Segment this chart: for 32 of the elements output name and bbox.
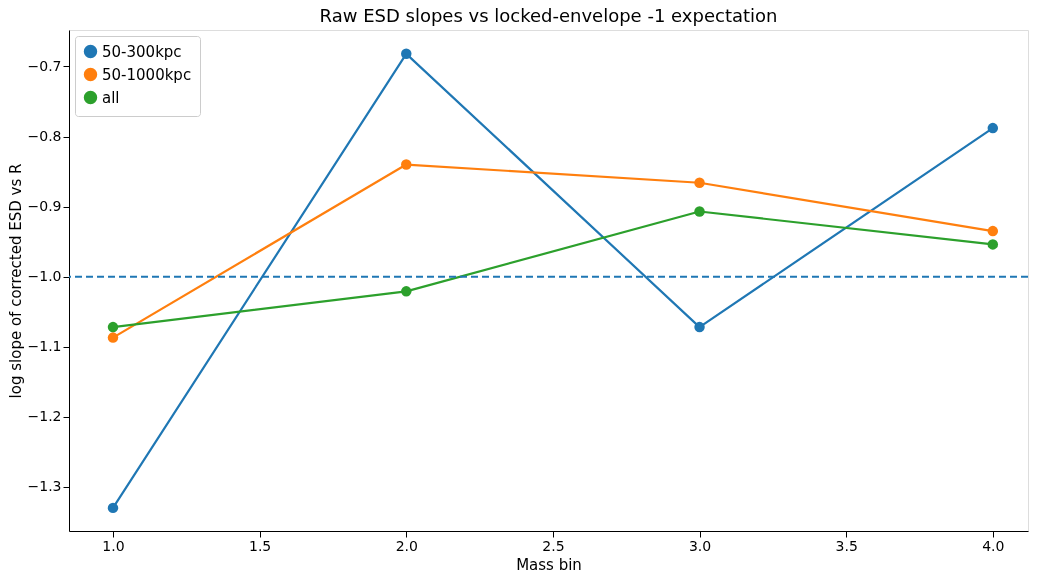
point xyxy=(107,332,119,343)
x-tick-label: 1.5 xyxy=(248,537,272,554)
point xyxy=(694,206,705,217)
legend-label: all xyxy=(102,88,120,107)
x-tick-label: 4.0 xyxy=(982,537,1005,554)
point xyxy=(401,159,412,170)
point xyxy=(694,177,705,188)
y-axis-title: log slope of corrected ESD vs R xyxy=(6,163,25,399)
point xyxy=(987,122,999,134)
x-tick-label: 2.5 xyxy=(542,537,565,554)
point xyxy=(987,239,999,250)
point xyxy=(401,286,412,297)
y-tick-label: −1.3 xyxy=(27,478,62,495)
point xyxy=(401,48,412,60)
y-tick-label: −0.8 xyxy=(27,128,62,145)
y-tick-label: −1.0 xyxy=(27,268,62,285)
y-tick-label: −1.1 xyxy=(27,338,62,355)
x-tick-label: 2.0 xyxy=(395,537,418,554)
legend-label: 50-300kpc xyxy=(102,42,182,61)
y-tick-label: −0.9 xyxy=(27,198,62,215)
x-tick-label: 3.0 xyxy=(688,537,712,554)
y-tick-label: −1.2 xyxy=(27,408,62,425)
x-tick-label: 3.5 xyxy=(835,537,858,554)
chart-title: Raw ESD slopes vs locked-envelope -1 expectation xyxy=(319,5,778,26)
x-axis-title: Mass bin xyxy=(516,555,582,574)
x-tick-label: 1.0 xyxy=(102,537,125,554)
point xyxy=(987,225,999,237)
y-tick-label: −0.7 xyxy=(27,57,62,74)
point xyxy=(694,321,705,333)
point xyxy=(107,321,119,333)
legend-label: 50-1000kpc xyxy=(102,65,192,84)
point xyxy=(107,502,119,514)
